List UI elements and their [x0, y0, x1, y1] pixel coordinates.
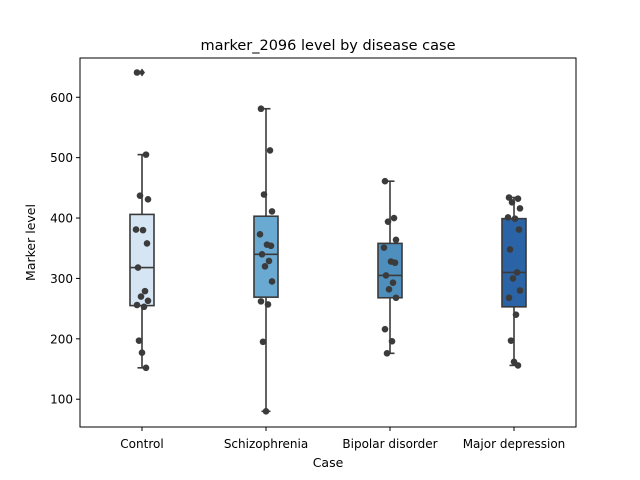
data-point: [514, 195, 522, 203]
chart-title: marker_2096 level by disease case: [201, 38, 456, 54]
data-point: [515, 226, 523, 233]
data-point: [262, 407, 270, 415]
outlier-marker: [139, 68, 145, 77]
data-point: [134, 264, 142, 271]
y-tick-label: 100: [50, 393, 73, 407]
points-control: [132, 69, 152, 372]
data-point: [137, 293, 145, 300]
data-point: [389, 279, 397, 286]
axes-frame: [79, 57, 577, 428]
data-point: [136, 192, 144, 199]
data-point: [391, 259, 399, 267]
data-point: [266, 147, 274, 154]
data-point: [511, 215, 519, 222]
data-point: [264, 301, 272, 308]
data-point: [381, 325, 389, 333]
x-tick-label: Control: [120, 437, 163, 451]
data-point: [256, 231, 264, 238]
x-tick-label: Schizophrenia: [224, 437, 308, 451]
box-schizophrenia: [253, 107, 279, 413]
data-point: [257, 105, 265, 113]
data-point: [135, 337, 143, 344]
data-point: [380, 244, 388, 251]
data-point: [507, 337, 515, 344]
data-point: [140, 303, 148, 311]
points-schizophrenia: [256, 105, 276, 415]
data-point: [382, 272, 390, 279]
x-tick-label: Bipolar disorder: [342, 437, 437, 451]
data-point: [138, 349, 146, 357]
data-point: [260, 191, 268, 198]
data-point: [268, 278, 276, 285]
y-tick-label: 600: [50, 91, 73, 105]
data-point: [259, 338, 267, 346]
data-point: [132, 226, 140, 233]
data-point: [388, 337, 396, 345]
data-point: [258, 250, 266, 258]
data-point: [144, 196, 152, 203]
data-point: [381, 177, 389, 185]
y-tick-label: 200: [50, 332, 73, 346]
data-point: [504, 214, 512, 221]
data-point: [384, 218, 392, 225]
box-iqr: [501, 217, 527, 308]
y-tick-label: 300: [50, 272, 73, 286]
plot-area: [129, 68, 527, 415]
x-axis-label: Case: [313, 455, 344, 470]
data-point: [142, 151, 150, 158]
data-point: [505, 294, 513, 302]
data-point: [509, 275, 517, 282]
data-point: [506, 246, 514, 253]
data-point: [385, 286, 393, 293]
data-point: [514, 362, 522, 369]
data-point: [265, 257, 273, 265]
data-point: [516, 287, 524, 294]
data-point: [143, 240, 151, 247]
y-axis: 100 200 300 400 500 600: [50, 91, 80, 407]
x-tick-label: Major depression: [463, 437, 566, 451]
box-iqr: [253, 215, 279, 298]
data-point: [133, 69, 141, 76]
points-bipolar-disorder: [380, 177, 400, 357]
data-point: [268, 208, 276, 215]
data-point: [508, 199, 516, 206]
x-axis: Control Schizophrenia Bipolar disorder Majo…: [120, 427, 565, 451]
data-point: [144, 297, 152, 305]
y-tick-label: 400: [50, 212, 73, 226]
data-point: [142, 364, 150, 372]
data-point: [390, 214, 398, 222]
y-tick-label: 500: [50, 151, 73, 165]
data-point: [141, 287, 149, 295]
data-point: [139, 226, 147, 234]
points-major-depression: [504, 194, 524, 369]
data-point: [505, 194, 513, 201]
data-point: [261, 263, 269, 270]
data-point: [392, 294, 400, 302]
data-point: [516, 205, 524, 212]
data-point: [133, 301, 141, 309]
data-point: [392, 236, 400, 244]
data-point: [257, 298, 265, 305]
data-point: [512, 311, 520, 318]
data-point: [267, 242, 275, 250]
y-axis-label: Marker level: [23, 204, 38, 281]
data-point: [513, 269, 521, 276]
data-point: [383, 350, 391, 357]
